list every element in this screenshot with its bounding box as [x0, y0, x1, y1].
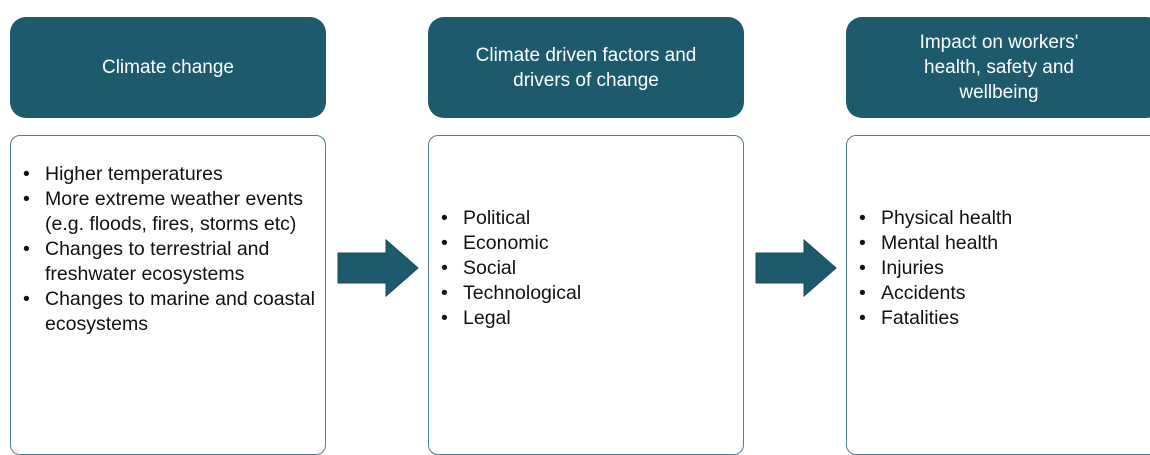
list-item: Political: [433, 206, 581, 231]
column-title: Impact on workers' health, safety and we…: [846, 17, 1150, 118]
list-item: Social: [433, 256, 581, 281]
item-list: Physical healthMental healthInjuriesAcci…: [851, 206, 1012, 454]
list-item: Economic: [433, 231, 581, 256]
arrow: [755, 238, 837, 298]
list-item: Fatalities: [851, 306, 1012, 331]
list-item: Changes to terrestrial and freshwater ec…: [15, 237, 319, 287]
list-item: Physical health: [851, 206, 1012, 231]
column-title: Climate driven factors and drivers of ch…: [428, 17, 744, 118]
title-text: Climate driven factors and drivers of ch…: [475, 44, 697, 91]
list-item: Changes to marine and coastal ecosystems: [15, 287, 319, 337]
list-item: Accidents: [851, 281, 1012, 306]
list-item: Higher temperatures: [15, 162, 319, 187]
column-body: Higher temperaturesMore extreme weather …: [10, 135, 326, 455]
diagram: Climate change Climate driven factors an…: [0, 0, 1150, 426]
item-list: Higher temperaturesMore extreme weather …: [15, 162, 319, 454]
column-body: Physical healthMental healthInjuriesAcci…: [846, 135, 1150, 455]
item-list: PoliticalEconomicSocialTechnologicalLega…: [433, 206, 581, 454]
list-item: More extreme weather events (e.g. floods…: [15, 187, 319, 237]
list-item: Mental health: [851, 231, 1012, 256]
arrow: [337, 238, 419, 298]
column-body: PoliticalEconomicSocialTechnologicalLega…: [428, 135, 744, 455]
list-item: Injuries: [851, 256, 1012, 281]
title-text: Climate change: [101, 57, 235, 78]
list-item: Legal: [433, 306, 581, 331]
list-item: Technological: [433, 281, 581, 306]
title-text: Impact on workers' health, safety and we…: [919, 32, 1079, 103]
column-title: Climate change: [10, 17, 326, 118]
